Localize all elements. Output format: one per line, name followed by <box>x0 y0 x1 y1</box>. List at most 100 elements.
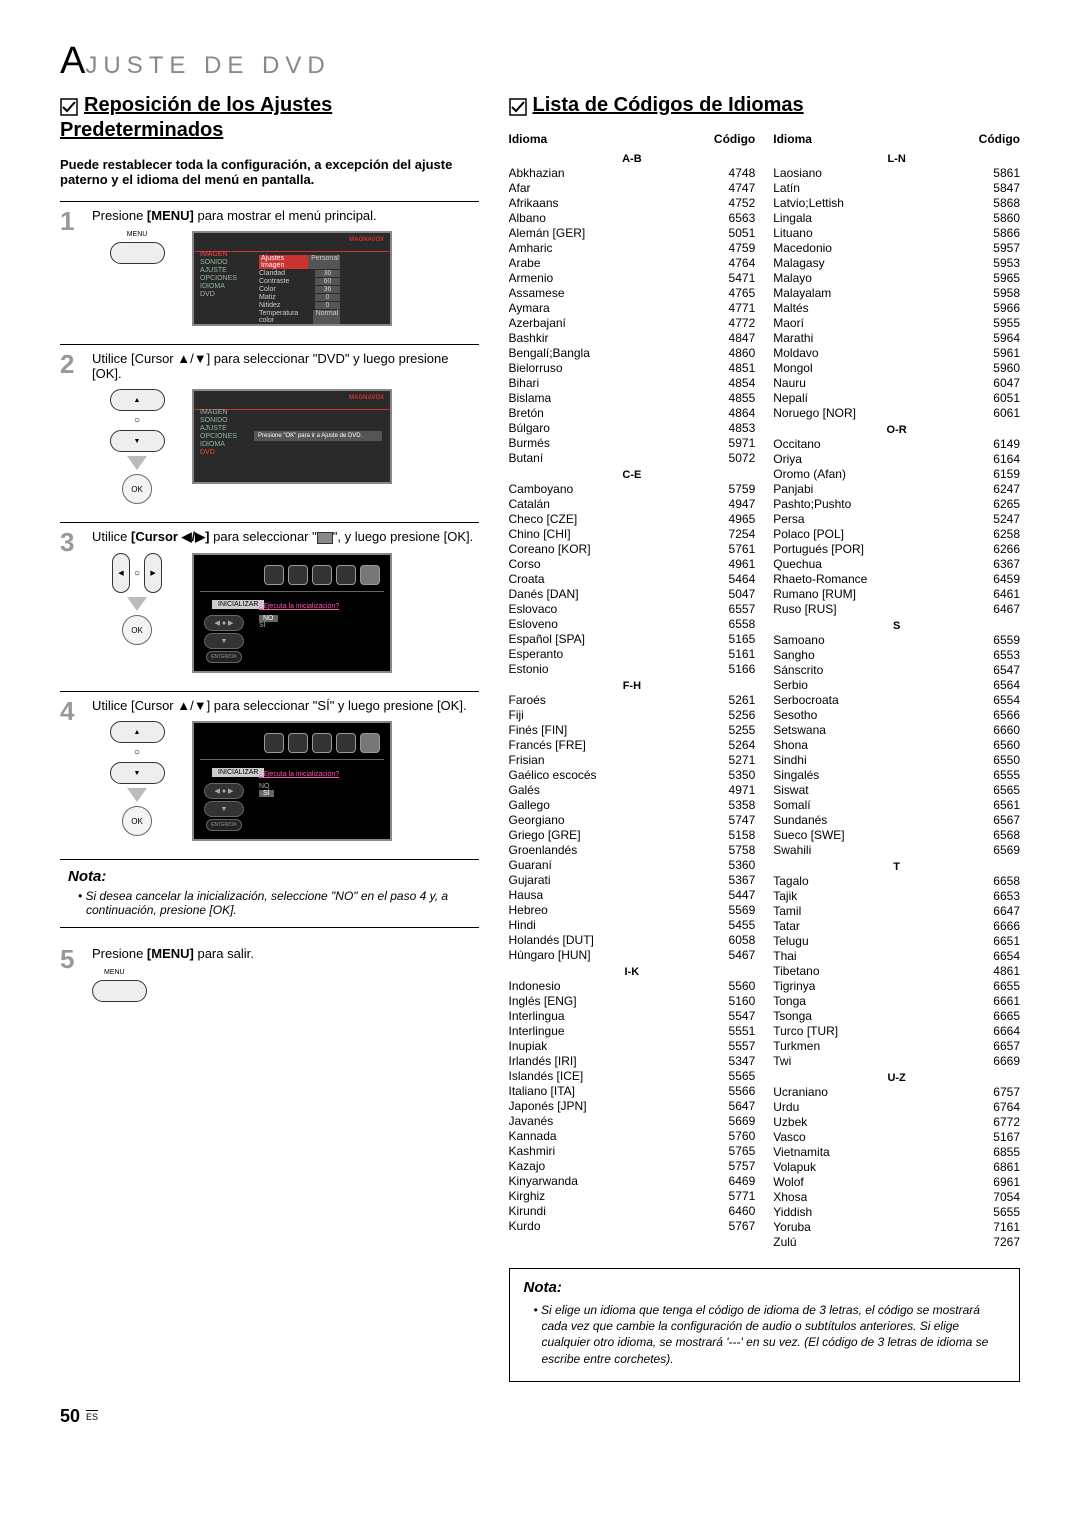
lang-row: Vasco5167 <box>773 1130 1020 1145</box>
lang-row: Kirghiz5771 <box>509 1189 756 1204</box>
lang-row: Sindhi6550 <box>773 753 1020 768</box>
step-5: 5 Presione [MENU] para salir. MENU <box>60 940 479 1002</box>
lang-row: Aymara4771 <box>509 301 756 316</box>
lang-row: Samoano6559 <box>773 633 1020 648</box>
lang-row: Occitano6149 <box>773 437 1020 452</box>
lang-row: Portugués [POR]6266 <box>773 542 1020 557</box>
lang-row: Esloveno6558 <box>509 617 756 632</box>
lang-row: Irlandés [IRI]5347 <box>509 1054 756 1069</box>
remote-menu-2: MENU <box>92 969 182 1002</box>
lang-row: Frisian5271 <box>509 753 756 768</box>
lang-group-label: U-Z <box>773 1072 1020 1084</box>
lang-row: Laosiano5861 <box>773 166 1020 181</box>
lang-row: Mongol5960 <box>773 361 1020 376</box>
lang-row: Amharic4759 <box>509 241 756 256</box>
lang-row: Malayo5965 <box>773 271 1020 286</box>
lang-row: Maltés5966 <box>773 301 1020 316</box>
lang-row: Húngaro [HUN]5467 <box>509 948 756 963</box>
step-1-screen: MAGNAVOX IMAGENSONIDOAJUSTEOPCIONESIDIOM… <box>192 231 392 326</box>
lang-row: Nepalí6051 <box>773 391 1020 406</box>
lang-row: Panjabi6247 <box>773 482 1020 497</box>
right-nota-title: Nota: <box>524 1279 1006 1296</box>
lang-row: Hebreo5569 <box>509 903 756 918</box>
lang-row: Tamil6647 <box>773 904 1020 919</box>
lang-row: Albano6563 <box>509 211 756 226</box>
lang-row: Turco [TUR]6664 <box>773 1024 1020 1039</box>
remote-cursor-ok: ▲ ○ ▼ OK <box>92 389 182 504</box>
nota-item: Si elige un idioma que tenga el código d… <box>534 1302 1006 1367</box>
lang-row: Moldavo5961 <box>773 346 1020 361</box>
lang-group-label: A-B <box>509 153 756 165</box>
lang-row: Georgiano5747 <box>509 813 756 828</box>
lang-row: Italiano [ITA]5566 <box>509 1084 756 1099</box>
lang-row: Croata5464 <box>509 572 756 587</box>
lang-row: Yiddish5655 <box>773 1205 1020 1220</box>
lang-row: Yoruba7161 <box>773 1220 1020 1235</box>
page-number: 50 <box>60 1406 80 1427</box>
language-code-list: A-BAbkhazian4748Afar4747Afrikaans4752Alb… <box>509 150 1021 1250</box>
lang-row: Quechua6367 <box>773 557 1020 572</box>
lang-row: Thai6654 <box>773 949 1020 964</box>
lang-row: Lingala5860 <box>773 211 1020 226</box>
lang-row: Kazajo5757 <box>509 1159 756 1174</box>
step-5-num: 5 <box>60 946 82 1002</box>
lang-row: Siswat6565 <box>773 783 1020 798</box>
lang-row: Armenio5471 <box>509 271 756 286</box>
lang-row: Indonesio5560 <box>509 979 756 994</box>
lang-row: Bashkir4847 <box>509 331 756 346</box>
lang-row: Hausa5447 <box>509 888 756 903</box>
lang-row: Burmés5971 <box>509 436 756 451</box>
lang-row: Serbocroata6554 <box>773 693 1020 708</box>
step-2-num: 2 <box>60 351 82 504</box>
lang-row: Latvio;Lettish5868 <box>773 196 1020 211</box>
step-1: 1 Presione [MENU] para mostrar el menú p… <box>60 201 479 326</box>
lang-row: Zulú7267 <box>773 1235 1020 1250</box>
lang-row: Inupiak5557 <box>509 1039 756 1054</box>
lang-row: Sueco [SWE]6568 <box>773 828 1020 843</box>
lang-row: Kirundi6460 <box>509 1204 756 1219</box>
lang-row: Eslovaco6557 <box>509 602 756 617</box>
lang-row: Camboyano5759 <box>509 482 756 497</box>
header-rest: JUSTE DE DVD <box>85 52 330 79</box>
step-5-text: Presione [MENU] para salir. <box>92 946 479 961</box>
lang-row: Lituano5866 <box>773 226 1020 241</box>
lang-row: Noruego [NOR]6061 <box>773 406 1020 421</box>
lang-row: Guaraní5360 <box>509 858 756 873</box>
step-4-text: Utilice [Cursor ▲/▼] para seleccionar "S… <box>92 698 479 713</box>
lang-row: Bretón4864 <box>509 406 756 421</box>
left-section-title: Reposición de los Ajustes Predeterminado… <box>60 93 479 143</box>
lang-row: Chino [CHI]7254 <box>509 527 756 542</box>
page-header: AJUSTE DE DVD <box>60 40 1020 83</box>
lang-row: Afrikaans4752 <box>509 196 756 211</box>
step-1-text: Presione [MENU] para mostrar el menú pri… <box>92 208 479 223</box>
lang-row: Holandés [DUT]6058 <box>509 933 756 948</box>
lang-row: Polaco [POL]6258 <box>773 527 1020 542</box>
lang-group-label: L-N <box>773 153 1020 165</box>
lang-group-label: I-K <box>509 966 756 978</box>
lang-row: Setswana6660 <box>773 723 1020 738</box>
lang-row: Danés [DAN]5047 <box>509 587 756 602</box>
lang-row: Malagasy5953 <box>773 256 1020 271</box>
lang-row: Hindi5455 <box>509 918 756 933</box>
lang-row: Shona6560 <box>773 738 1020 753</box>
lang-header: Idioma Código Idioma Código <box>509 132 1021 146</box>
lang-row: Interlingua5547 <box>509 1009 756 1024</box>
lang-row: Oromo (Afan)6159 <box>773 467 1020 482</box>
lang-row: Tagalo6658 <box>773 874 1020 889</box>
lang-row: Somalí6561 <box>773 798 1020 813</box>
lang-row: Fiji5256 <box>509 708 756 723</box>
nota-item: Si desea cancelar la inicialización, sel… <box>78 889 471 917</box>
step-3-text: Utilice [Cursor ◀/▶] para seleccionar ""… <box>92 529 479 545</box>
lang-row: Español [SPA]5165 <box>509 632 756 647</box>
lang-row: Macedonio5957 <box>773 241 1020 256</box>
lang-row: Gallego5358 <box>509 798 756 813</box>
lang-row: Assamese4765 <box>509 286 756 301</box>
step-2-text: Utilice [Cursor ▲/▼] para seleccionar "D… <box>92 351 479 381</box>
lang-row: Tigrinya6655 <box>773 979 1020 994</box>
lang-group-label: F-H <box>509 680 756 692</box>
lang-row: Sundanés6567 <box>773 813 1020 828</box>
lang-row: Sesotho6566 <box>773 708 1020 723</box>
remote-lr-ok: ◀ ○ ▶ OK <box>92 553 182 645</box>
lang-row: Corso4961 <box>509 557 756 572</box>
lang-row: Latín5847 <box>773 181 1020 196</box>
